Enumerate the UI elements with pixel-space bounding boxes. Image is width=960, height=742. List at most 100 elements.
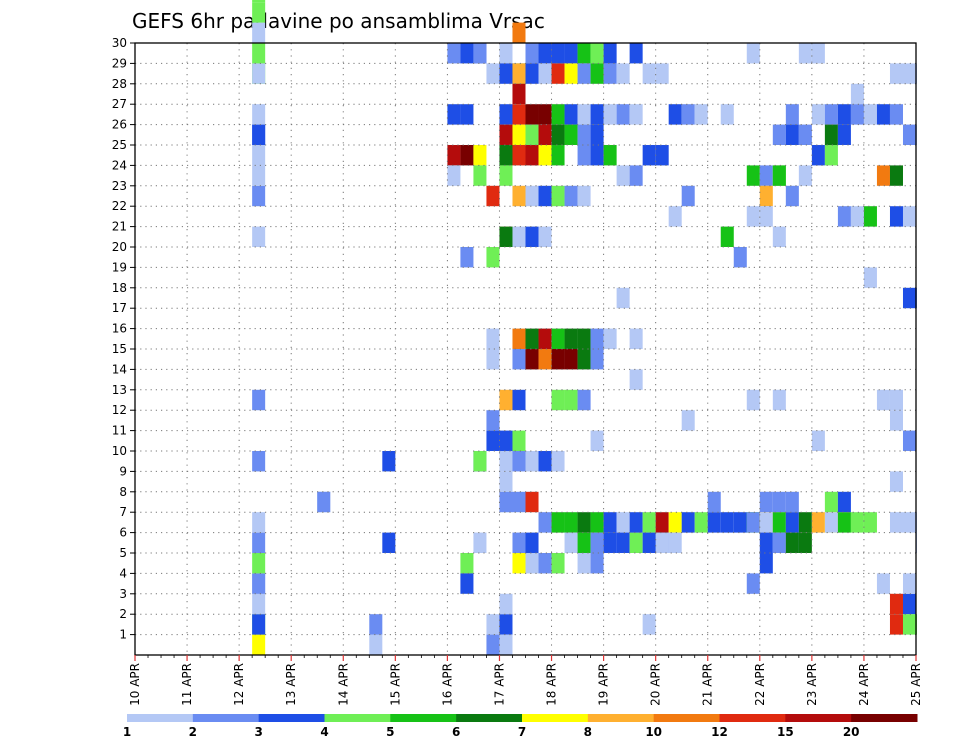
y-tick-label: 17 [112, 301, 127, 315]
heatmap-cell [499, 124, 513, 145]
heatmap-cell [499, 104, 513, 125]
y-tick-label: 16 [112, 322, 127, 336]
x-tick-label: 22 APR [753, 663, 767, 706]
heatmap-cell [486, 63, 500, 84]
heatmap-cell [694, 104, 708, 125]
colorbar-swatch [785, 714, 852, 722]
x-tick-label: 18 APR [545, 663, 559, 706]
heatmap-cell [512, 389, 526, 411]
heatmap-cell [499, 389, 513, 411]
heatmap-cell [629, 104, 643, 125]
heatmap-cell [629, 328, 643, 349]
heatmap-cell [252, 532, 266, 553]
y-tick-label: 11 [112, 424, 127, 438]
heatmap-cell [551, 185, 565, 207]
heatmap-cell [512, 145, 526, 166]
heatmap-cell [616, 287, 630, 309]
heatmap-cell [603, 328, 617, 349]
heatmap-cell [785, 124, 799, 145]
heatmap-cells [252, 0, 917, 655]
heatmap-cell [616, 512, 630, 533]
heatmap-cell [499, 593, 513, 615]
x-tick-label: 13 APR [284, 663, 298, 706]
y-tick-label: 30 [112, 36, 127, 50]
x-tick-label: 17 APR [492, 663, 506, 706]
heatmap-cell [668, 206, 682, 227]
heatmap-cell [512, 104, 526, 125]
colorbar: 1 2 3 4 5 6 7 8 10 12 15 20 [123, 714, 918, 739]
heatmap-cell [525, 124, 539, 145]
heatmap-cell [473, 165, 487, 186]
heatmap-cell [525, 553, 539, 574]
colorbar-swatch [587, 714, 655, 722]
heatmap-cell [876, 104, 890, 125]
heatmap-cell [564, 328, 578, 349]
heatmap-cell [694, 512, 708, 533]
colorbar-swatch [456, 714, 523, 722]
heatmap-cell [564, 104, 578, 125]
heatmap-cell [512, 63, 526, 84]
heatmap-cell [252, 451, 266, 472]
heatmap-cell [317, 491, 331, 513]
heatmap-cell [577, 145, 591, 166]
heatmap-cell [746, 206, 760, 227]
heatmap-cell [902, 430, 916, 451]
heatmap-cell [590, 512, 604, 533]
colorbar-label: 6 [452, 725, 460, 739]
x-tick-label: 11 APR [180, 663, 194, 706]
heatmap-cell [590, 430, 604, 451]
heatmap-cell [772, 532, 786, 553]
heatmap-cell [252, 185, 266, 207]
heatmap-cell [655, 512, 669, 533]
heatmap-cell [772, 165, 786, 186]
y-tick-label: 28 [112, 77, 127, 91]
heatmap-cell [564, 389, 578, 411]
heatmap-cell [889, 614, 903, 635]
heatmap-cell [525, 451, 539, 472]
heatmap-cell [746, 512, 760, 533]
heatmap-cell [785, 491, 799, 513]
y-tick-label: 3 [119, 587, 127, 601]
heatmap-cell [681, 410, 695, 431]
heatmap-cell [252, 226, 266, 247]
heatmap-cell [590, 553, 604, 574]
heatmap-cell [499, 491, 513, 513]
heatmap-cell [525, 63, 539, 84]
heatmap-cell [772, 491, 786, 513]
heatmap-cell [369, 634, 383, 655]
heatmap-cell [720, 512, 734, 533]
heatmap-cell [746, 389, 760, 411]
chart-title: GEFS 6hr padavine po ansamblima Vrsac [132, 9, 545, 33]
heatmap-cell [590, 349, 604, 370]
heatmap-cell [668, 532, 682, 553]
heatmap-cell [525, 43, 539, 64]
heatmap-cell [759, 532, 773, 553]
heatmap-cell [876, 389, 890, 411]
heatmap-cell [681, 104, 695, 125]
heatmap-cell [473, 43, 487, 64]
heatmap-cell [837, 206, 851, 227]
y-tick-label: 13 [112, 383, 127, 397]
heatmap-cell [499, 634, 513, 655]
heatmap-cell [616, 63, 630, 84]
heatmap-cell [486, 185, 500, 207]
y-tick-label: 18 [112, 281, 127, 295]
heatmap-cell [473, 145, 487, 166]
heatmap-cell [577, 553, 591, 574]
heatmap-cell [889, 593, 903, 615]
heatmap-cell [460, 145, 474, 166]
heatmap-cell [837, 512, 851, 533]
heatmap-cell [798, 165, 812, 186]
heatmap-cell [889, 512, 903, 533]
y-tick-label: 5 [119, 546, 127, 560]
heatmap-cell [603, 43, 617, 64]
heatmap-cell [850, 83, 864, 105]
heatmap-cell [889, 104, 903, 125]
heatmap-cell [525, 328, 539, 349]
heatmap-cell [590, 104, 604, 125]
heatmap-cell [889, 410, 903, 431]
heatmap-cell [811, 104, 825, 125]
heatmap-cell [577, 349, 591, 370]
grid [135, 43, 916, 655]
